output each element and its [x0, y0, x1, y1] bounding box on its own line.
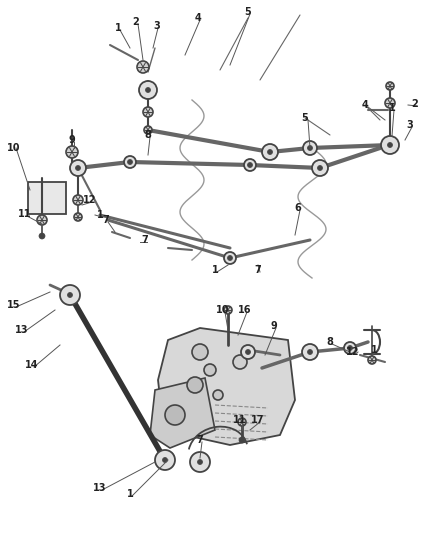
- Text: 9: 9: [69, 135, 75, 145]
- Text: 10: 10: [216, 305, 230, 315]
- Circle shape: [302, 344, 318, 360]
- Circle shape: [238, 418, 246, 426]
- Circle shape: [60, 285, 80, 305]
- Circle shape: [124, 156, 136, 168]
- Circle shape: [165, 405, 185, 425]
- Polygon shape: [150, 378, 215, 448]
- Circle shape: [187, 377, 203, 393]
- Circle shape: [312, 160, 328, 176]
- Circle shape: [144, 126, 152, 134]
- Circle shape: [162, 457, 167, 463]
- Text: 10: 10: [7, 143, 21, 153]
- Text: 16: 16: [238, 305, 252, 315]
- Text: 3: 3: [154, 21, 160, 31]
- Circle shape: [388, 142, 392, 148]
- FancyBboxPatch shape: [28, 182, 66, 214]
- Polygon shape: [158, 328, 295, 445]
- Text: 9: 9: [271, 321, 277, 331]
- Circle shape: [224, 252, 236, 264]
- Circle shape: [137, 61, 149, 73]
- Circle shape: [192, 344, 208, 360]
- Circle shape: [303, 141, 317, 155]
- Text: 7: 7: [254, 265, 261, 275]
- Circle shape: [145, 87, 151, 93]
- Text: 1: 1: [389, 103, 396, 113]
- Circle shape: [385, 98, 395, 108]
- Circle shape: [386, 82, 394, 90]
- Circle shape: [244, 159, 256, 171]
- Text: 1: 1: [115, 23, 121, 33]
- Circle shape: [318, 166, 322, 171]
- Circle shape: [347, 345, 353, 351]
- Text: 8: 8: [327, 337, 333, 347]
- Circle shape: [39, 233, 45, 239]
- Circle shape: [227, 255, 233, 261]
- Text: 12: 12: [83, 195, 97, 205]
- Circle shape: [307, 146, 312, 150]
- Circle shape: [74, 213, 82, 221]
- Text: 13: 13: [15, 325, 29, 335]
- Text: 7: 7: [197, 435, 203, 445]
- Text: 1: 1: [212, 265, 219, 275]
- Circle shape: [241, 345, 255, 359]
- Text: 12: 12: [346, 347, 360, 357]
- Circle shape: [143, 107, 153, 117]
- Text: 2: 2: [133, 17, 139, 27]
- Circle shape: [139, 81, 157, 99]
- Text: 7: 7: [102, 215, 110, 225]
- Circle shape: [307, 350, 312, 354]
- Text: 8: 8: [145, 130, 152, 140]
- Text: 17: 17: [251, 415, 265, 425]
- Circle shape: [268, 149, 272, 155]
- Circle shape: [239, 437, 245, 443]
- Circle shape: [155, 450, 175, 470]
- Circle shape: [198, 459, 202, 464]
- Circle shape: [224, 306, 232, 314]
- Text: 11: 11: [18, 209, 32, 219]
- Text: 1: 1: [127, 489, 134, 499]
- Circle shape: [247, 163, 252, 167]
- Circle shape: [70, 160, 86, 176]
- Circle shape: [213, 390, 223, 400]
- Text: 6: 6: [295, 203, 301, 213]
- Circle shape: [190, 452, 210, 472]
- Circle shape: [162, 452, 174, 464]
- Circle shape: [37, 215, 47, 225]
- Circle shape: [262, 144, 278, 160]
- Circle shape: [246, 350, 251, 354]
- Text: 5: 5: [302, 113, 308, 123]
- Circle shape: [344, 342, 356, 354]
- Text: 4: 4: [194, 13, 201, 23]
- Text: 11: 11: [233, 415, 247, 425]
- Text: 7: 7: [141, 235, 148, 245]
- Text: 13: 13: [93, 483, 107, 493]
- Circle shape: [368, 356, 376, 364]
- Text: 4: 4: [362, 100, 368, 110]
- Text: 1: 1: [371, 345, 378, 355]
- Circle shape: [381, 136, 399, 154]
- Text: 14: 14: [25, 360, 39, 370]
- Text: 5: 5: [245, 7, 251, 17]
- Text: 3: 3: [406, 120, 413, 130]
- Text: 15: 15: [7, 300, 21, 310]
- Circle shape: [75, 166, 81, 171]
- Circle shape: [67, 293, 73, 297]
- Text: 1: 1: [97, 210, 103, 220]
- Circle shape: [204, 364, 216, 376]
- Circle shape: [73, 195, 83, 205]
- Text: 2: 2: [412, 99, 418, 109]
- Circle shape: [66, 146, 78, 158]
- Circle shape: [233, 355, 247, 369]
- Circle shape: [127, 159, 133, 165]
